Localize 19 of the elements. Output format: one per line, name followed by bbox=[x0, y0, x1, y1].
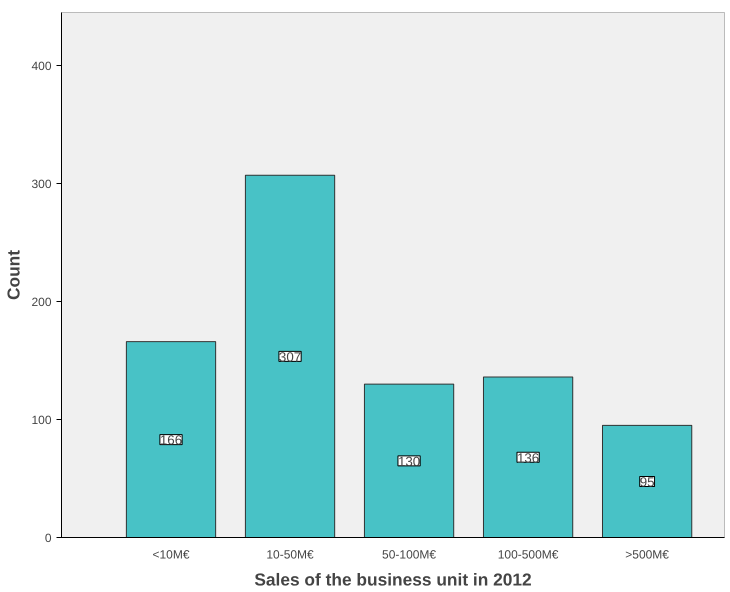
x-tick-label: 10-50M€ bbox=[266, 548, 314, 562]
y-tick-label: 400 bbox=[31, 59, 52, 74]
x-axis-title: Sales of the business unit in 2012 bbox=[254, 570, 532, 590]
y-tick-label: 300 bbox=[31, 177, 52, 192]
x-tick-label: 50-100M€ bbox=[382, 548, 436, 562]
bar bbox=[482, 376, 574, 538]
y-axis-title: Count bbox=[3, 250, 24, 300]
x-tick-label: 100-500M€ bbox=[498, 548, 559, 562]
data-label: 136 bbox=[516, 450, 540, 466]
bar bbox=[126, 341, 216, 538]
bar bbox=[364, 384, 454, 538]
bar bbox=[602, 424, 692, 538]
y-tick-label: 100 bbox=[31, 413, 52, 428]
x-tick-label: >500M€ bbox=[625, 548, 670, 562]
y-tick-label: 200 bbox=[31, 295, 52, 310]
y-tick-label: 0 bbox=[44, 531, 52, 545]
data-label: 307 bbox=[278, 349, 302, 364]
x-tick-label: <10M€ bbox=[152, 548, 190, 562]
bar bbox=[244, 174, 336, 538]
